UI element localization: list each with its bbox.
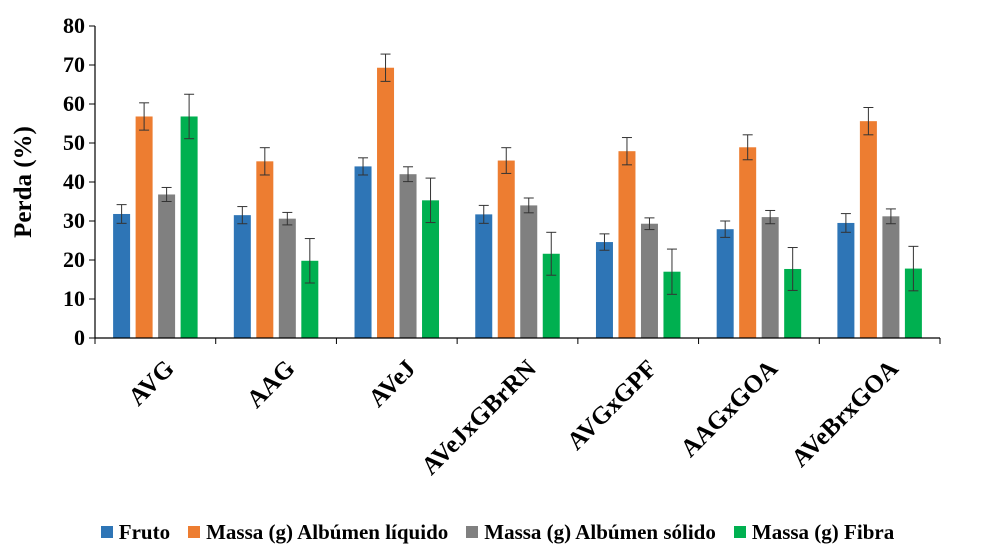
bar <box>904 268 922 338</box>
error-bar <box>523 197 534 214</box>
error-bar <box>161 186 172 202</box>
error-bar <box>908 245 919 292</box>
bar <box>180 116 198 338</box>
error-bar <box>863 107 874 136</box>
error-bar <box>720 220 731 238</box>
y-tick-label: 0 <box>74 325 85 350</box>
error-bar <box>885 208 896 225</box>
x-category-label: AAG <box>242 355 300 413</box>
bar <box>256 161 274 338</box>
bar <box>475 214 493 338</box>
error-bar <box>282 211 293 226</box>
legend: Fruto Massa (g) Albúmen líquido Massa (g) … <box>0 517 995 547</box>
bar <box>422 200 440 338</box>
x-category-label: AVG <box>123 355 179 411</box>
bar <box>761 217 779 338</box>
legend-item: Fruto <box>100 519 171 545</box>
error-bar <box>666 248 677 295</box>
legend-swatch <box>733 526 746 538</box>
y-tick-label: 10 <box>63 286 85 311</box>
bar <box>354 166 372 338</box>
bar <box>784 268 802 338</box>
legend-item: Massa (g) Fibra <box>733 519 895 545</box>
y-axis-label: Perda (%) <box>10 126 37 238</box>
error-bar <box>787 247 798 291</box>
error-bar <box>358 157 369 176</box>
error-bar <box>840 213 851 233</box>
x-category-label: AVeBrxGOA <box>787 355 904 472</box>
x-category-label: AVGxGPF <box>562 355 662 455</box>
bar <box>158 194 176 338</box>
error-bar <box>425 177 436 224</box>
bar <box>640 223 658 338</box>
y-tick-label: 70 <box>63 52 85 77</box>
bar <box>663 271 681 338</box>
bar <box>113 213 131 338</box>
y-tick-label: 60 <box>63 91 85 116</box>
legend-swatch <box>100 526 113 538</box>
legend-item: Massa (g) Albúmen sólido <box>466 520 716 545</box>
bar <box>882 216 900 338</box>
bar <box>716 229 734 338</box>
error-bar <box>765 209 776 225</box>
error-bar <box>621 137 632 166</box>
bar <box>377 67 395 338</box>
bar <box>278 218 296 338</box>
x-category-label: AVeJ <box>364 355 421 412</box>
error-bar <box>546 231 557 276</box>
x-category-label: AAGxGOA <box>676 355 783 462</box>
error-bar <box>599 233 610 251</box>
legend-swatch <box>466 526 479 538</box>
bar <box>595 242 613 338</box>
y-tick-label: 50 <box>63 130 85 155</box>
error-bar <box>478 204 489 224</box>
legend-label: Massa (g) Albúmen líquido <box>206 519 449 544</box>
bar <box>399 174 417 338</box>
bar <box>520 205 538 338</box>
error-bar <box>644 217 655 231</box>
bar <box>739 147 757 338</box>
bar <box>233 215 251 338</box>
bar <box>497 160 515 338</box>
bar <box>859 121 877 338</box>
y-tick-label: 20 <box>63 247 85 272</box>
error-bar <box>237 206 248 225</box>
legend-swatch <box>188 526 201 538</box>
error-bar <box>403 166 414 183</box>
error-bar <box>184 93 195 140</box>
error-bar <box>259 147 270 176</box>
legend-label: Massa (g) Fibra <box>751 519 895 544</box>
y-tick-label: 80 <box>63 13 85 38</box>
error-bar <box>304 238 315 284</box>
bar <box>135 116 153 338</box>
error-bar <box>139 102 150 131</box>
error-bar <box>742 134 753 161</box>
legend-label: Massa (g) Albúmen sólido <box>484 519 716 544</box>
bar <box>618 151 636 338</box>
legend-item: Massa (g) Albúmen líquido <box>188 520 448 545</box>
bar <box>301 260 319 338</box>
bar <box>837 222 855 338</box>
legend-label: Fruto <box>118 519 171 544</box>
error-bar <box>116 204 127 224</box>
y-tick-label: 40 <box>63 169 85 194</box>
error-bar <box>380 53 391 82</box>
x-category-label: AVeJxGBrRN <box>417 355 542 480</box>
y-axis-title: Perda (%) <box>10 126 37 238</box>
y-tick-label: 30 <box>63 208 85 233</box>
error-bar <box>501 147 512 174</box>
